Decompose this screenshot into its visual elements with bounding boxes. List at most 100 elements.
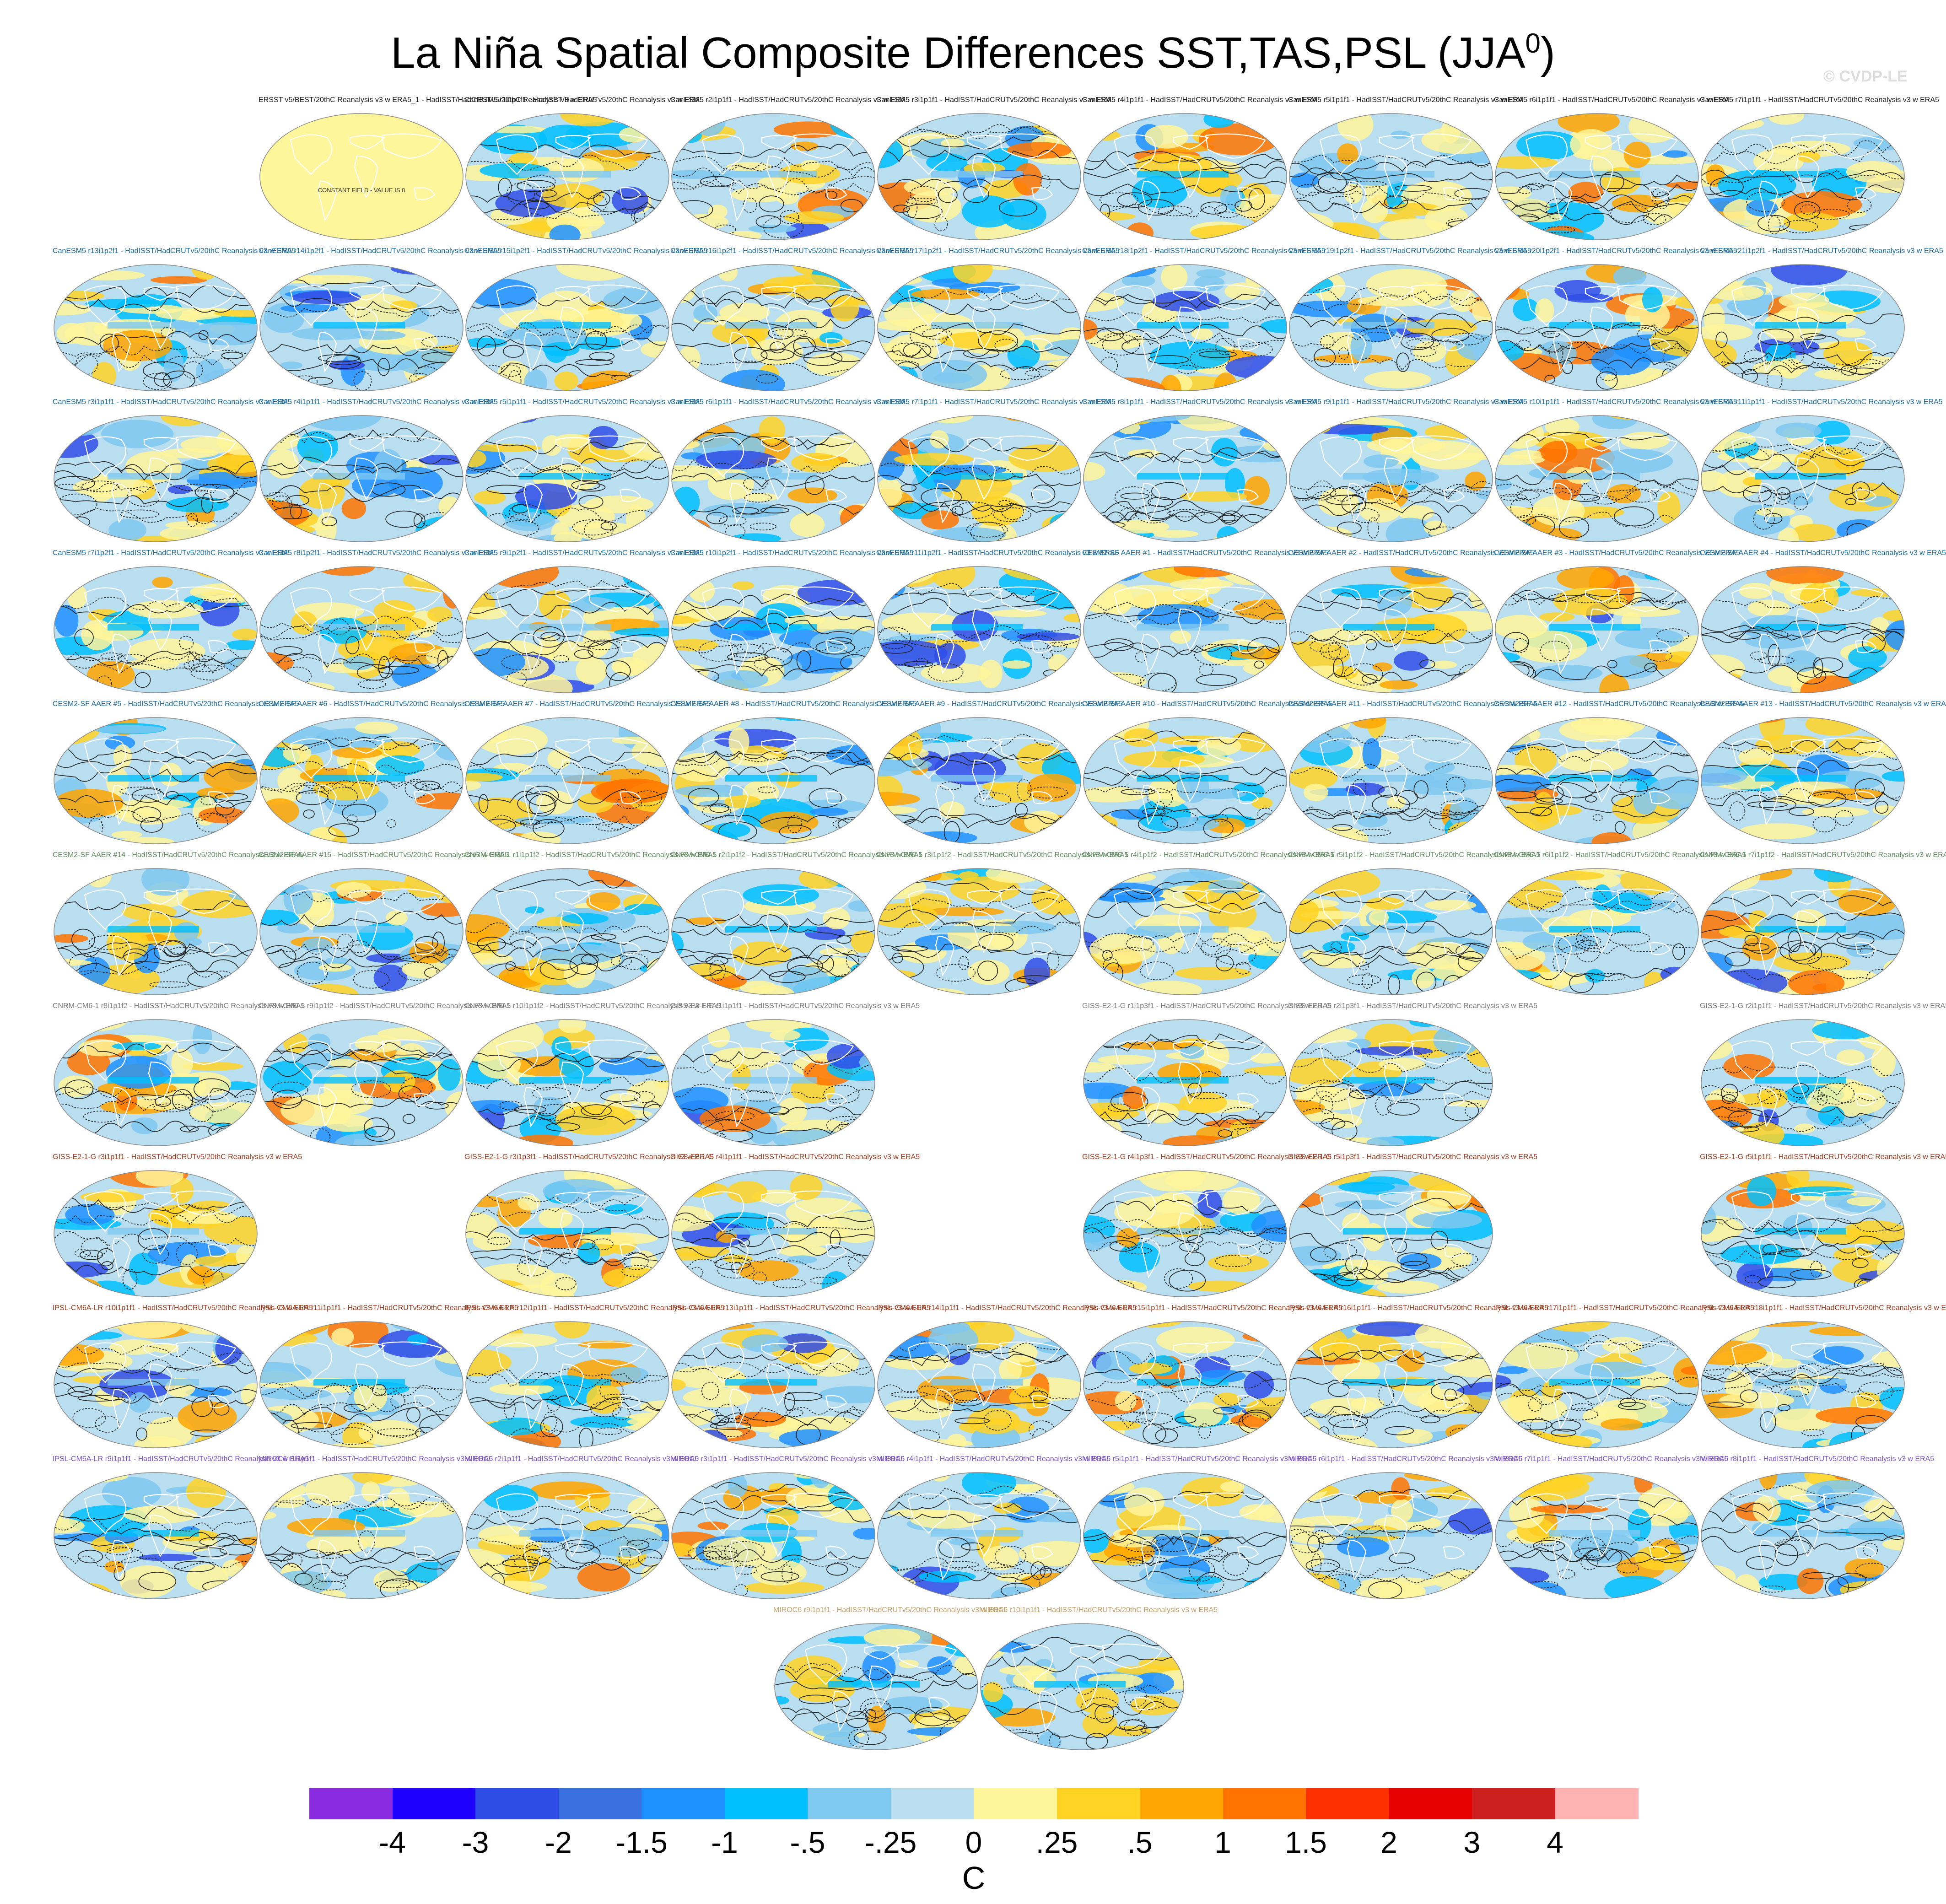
psl-contour-line [1084,941,1287,955]
psl-contour-line [672,360,875,376]
anomaly-patch [332,747,383,759]
map-panel: CanESM5 r8i1p1f1 - HadISST/HadCRUTv5/20t… [1082,398,1321,572]
psl-contour [1510,497,1533,518]
anomaly-patch [728,1474,748,1498]
continent-outline [175,737,237,763]
psl-contour-line [878,500,1081,512]
psl-contour-line [981,1683,1184,1696]
continent-outline [1731,1342,1774,1383]
anomaly-patch [1495,941,1546,973]
map-globe [465,113,669,240]
anomaly-patch [697,1521,729,1530]
psl-contour [505,961,516,971]
anomaly-patch [1660,874,1698,886]
continent-outline [701,587,744,628]
continent-outline [765,910,790,954]
equatorial-anomaly-band [931,624,1023,631]
anomaly-patch [1556,1474,1594,1484]
continent-outline [1347,633,1367,674]
colorbar-box [1555,1788,1639,1819]
continent-outline [761,1343,798,1358]
anomaly-patch [672,639,718,651]
anomaly-patch [1495,583,1508,595]
psl-contour-line [672,1254,875,1270]
anomaly-patch [981,1733,999,1741]
colorbar-box [1389,1788,1472,1819]
continent-outline [1854,1546,1877,1559]
continent-outline [207,640,230,653]
psl-contour [213,1402,230,1416]
anomaly-patch [1558,749,1629,772]
psl-contour [1151,1538,1192,1552]
psl-contour [730,1262,743,1274]
map-panel: CESM2-SF AAER #9 - HadISST/HadCRUTv5/20t… [876,700,1122,874]
anomaly-patch [1180,491,1247,502]
anomaly-patch [1848,1519,1903,1541]
psl-contour [1586,1547,1623,1568]
globe-border [1083,1170,1287,1297]
psl-contour [1110,1092,1148,1111]
psl-contour [710,1422,752,1430]
continent-outline [555,1494,592,1509]
globe-border [259,113,464,240]
psl-contour-line [260,1407,463,1423]
anomaly-patch [586,1384,623,1414]
continent-outline [967,135,1003,150]
psl-contour-line [878,814,1081,829]
anomaly-patch [1244,1370,1274,1399]
anomaly-patch [905,191,962,223]
continent-outline [1383,306,1408,350]
panel-label: MIROC6 r5i1p1f1 - HadISST/HadCRUTv5/20th… [1082,1455,1317,1463]
anomaly-patch [967,1408,1020,1434]
psl-contour [994,339,1018,352]
psl-contour-line [1084,600,1287,614]
map-panel: CNRM-CM6-1 r4i1p1f2 - HadISST/HadCRUTv5/… [1082,851,1334,1025]
anomaly-patch [1256,1585,1287,1599]
globe-border [259,717,464,844]
psl-contour-line [466,943,669,958]
map-globe [465,868,669,995]
psl-contour-line [1084,1378,1287,1392]
continent-outline [907,1342,950,1383]
anomaly-patch [264,830,292,844]
continent-outline [496,1040,539,1081]
map-panel: CNRM-CM6-1 r6i1p1f2 - HadISST/HadCRUTv5/… [1494,851,1746,1025]
anomaly-patch [466,1321,528,1329]
anomaly-patch [489,1383,554,1395]
continent-outline [1822,737,1884,763]
anomaly-patch [1670,1472,1698,1490]
psl-contour-line [1701,1217,1904,1232]
anomaly-patch [990,609,1047,617]
map-panel: GISS-E2-1-G r4i1p3f1 - HadISST/HadCRUTv5… [1082,1153,1331,1327]
anomaly-patch [614,661,648,675]
psl-contour [1333,658,1344,678]
globe-border [877,868,1081,995]
anomaly-patch [336,882,372,898]
psl-contour [315,1572,348,1582]
panel-label: GISS-E2-1-G r1i1p3f1 - HadISST/HadCRUTv5… [1082,1002,1332,1010]
psl-contour-line [1701,1381,1904,1395]
continent-outline [971,1363,996,1407]
continent-outline [1205,888,1266,914]
psl-contour [578,495,604,509]
psl-contour-line [1084,1552,1287,1567]
psl-contour [902,204,943,219]
anomaly-patch [555,1104,636,1135]
psl-contour-line [466,585,669,600]
psl-contour [189,1100,214,1122]
anomaly-patch [171,1048,194,1077]
anomaly-patch [539,124,593,150]
psl-contour [940,1561,979,1568]
psl-contour-line [260,944,463,959]
continent-outline [1237,187,1259,200]
map-globe [54,868,258,995]
continent-outline [1113,285,1156,326]
continent-outline [1525,1493,1568,1534]
map-globe [1289,415,1493,542]
map-panel: IPSL-CM6A-LR r17i1p1f1 - HadISST/HadCRUT… [1494,1304,1754,1478]
anomaly-patch [1844,1558,1884,1578]
psl-contour-line [1495,213,1698,226]
continent-outline [1443,1395,1465,1408]
anomaly-patch [1156,1327,1235,1354]
map-panel: GISS-E2-1-G r3i1p1f1 - HadISST/HadCRUTv5… [53,1153,302,1327]
